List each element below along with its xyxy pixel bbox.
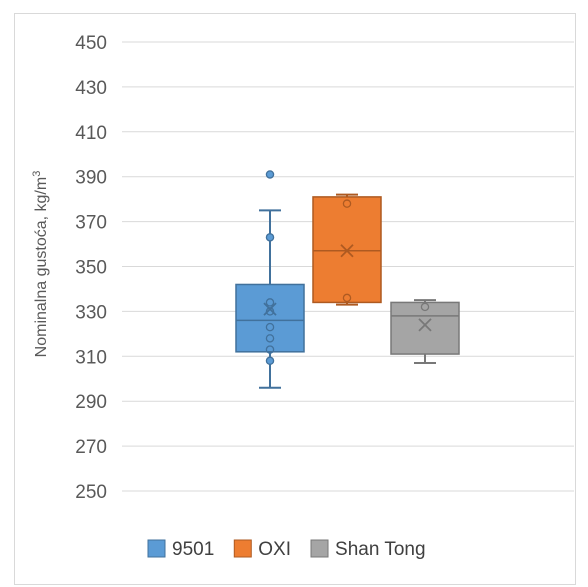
y-tick-label: 410	[75, 123, 107, 144]
mean-marker	[263, 302, 277, 316]
data-point	[265, 233, 275, 242]
y-tick-label: 330	[75, 302, 107, 323]
y-tick-label: 390	[75, 168, 107, 189]
box-series	[235, 170, 460, 389]
data-point	[265, 322, 275, 332]
y-tick-label: 290	[75, 392, 107, 413]
box-shan-tong	[390, 299, 460, 365]
data-point	[342, 199, 352, 208]
data-point	[265, 170, 275, 179]
legend-swatch	[310, 539, 329, 558]
y-axis-ticks: 250 270 290 310 330 350 370 390 410 430 450	[75, 33, 107, 503]
legend-swatch	[233, 539, 252, 558]
data-point	[420, 302, 430, 312]
mean-marker	[340, 244, 354, 258]
y-axis-label: Nominalna gustoća, kg/m3	[31, 171, 50, 358]
legend-label: 9501	[172, 539, 214, 560]
y-tick-label: 270	[75, 437, 107, 458]
data-point	[265, 334, 275, 343]
legend: 9501 OXI Shan Tong	[147, 539, 426, 560]
legend-item: Shan Tong	[310, 539, 426, 560]
y-tick-label: 450	[75, 33, 107, 54]
y-tick-label: 250	[75, 482, 107, 503]
data-point	[265, 345, 275, 354]
iqr-box	[235, 283, 305, 353]
legend-label: OXI	[258, 539, 291, 560]
y-tick-label: 310	[75, 347, 107, 368]
legend-item: OXI	[233, 539, 291, 560]
data-point	[265, 356, 275, 366]
box-oxi	[312, 193, 382, 306]
legend-label: Shan Tong	[335, 539, 426, 560]
data-point	[265, 298, 275, 307]
legend-swatch	[147, 539, 166, 558]
gridlines	[122, 41, 574, 492]
y-tick-label: 430	[75, 78, 107, 99]
mean-marker	[418, 318, 432, 332]
y-tick-label: 350	[75, 258, 107, 279]
y-tick-label: 370	[75, 213, 107, 234]
data-point	[265, 307, 275, 316]
box-9501	[235, 170, 305, 389]
data-point	[342, 293, 352, 303]
legend-item: 9501	[147, 539, 214, 560]
